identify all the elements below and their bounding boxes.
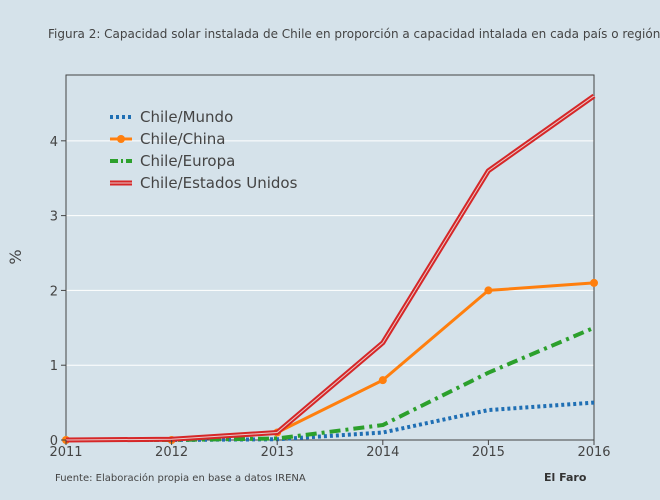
series-line-inner (65, 95, 595, 441)
series-3 (65, 93, 596, 443)
legend-item[interactable]: Chile/Estados Unidos (110, 174, 298, 192)
y-axis-label: % (6, 249, 25, 264)
legend-marker (117, 135, 125, 143)
plot-frame (65, 74, 595, 441)
legend-item[interactable]: Chile/Mundo (110, 108, 233, 126)
series-2 (66, 325, 595, 442)
x-tick-label: 2014 (366, 445, 399, 460)
series-line (66, 400, 595, 442)
y-tick-label: 1 (50, 359, 58, 374)
x-tick-label: 2015 (472, 445, 505, 460)
legend-label: Chile/Europa (140, 152, 235, 170)
legend-label: Chile/Estados Unidos (140, 174, 298, 192)
x-tick-label: 2011 (49, 445, 82, 460)
data-point[interactable] (378, 376, 387, 385)
data-point[interactable] (590, 278, 598, 287)
y-tick-label: 3 (50, 210, 58, 225)
y-axis: 0 1 2 3 4 (50, 135, 66, 449)
legend-item[interactable]: Chile/Europa (110, 152, 235, 170)
chart-title: Figura 2: Capacidad solar instalada de C… (48, 27, 660, 41)
series-layer (62, 93, 598, 444)
x-tick-label: 2012 (155, 445, 188, 460)
series-0 (66, 400, 595, 442)
legend[interactable]: Chile/Mundo Chile/China Chile/Europa Chile/… (110, 108, 298, 192)
legend-label: Chile/Mundo (140, 108, 233, 126)
source-note: Fuente: Elaboración propia en base a dat… (55, 472, 306, 484)
legend-label: Chile/China (140, 130, 225, 148)
x-tick-label: 2013 (261, 445, 294, 460)
y-tick-label: 2 (50, 284, 58, 299)
brand-label: El Faro (544, 471, 587, 484)
y-tick-label: 4 (50, 135, 58, 150)
y-tick-label: 0 (50, 434, 58, 449)
data-point[interactable] (484, 286, 493, 295)
x-tick-label: 2016 (577, 445, 610, 460)
series-line (66, 325, 595, 442)
legend-item[interactable]: Chile/China (110, 130, 225, 148)
x-axis: 2011 2012 2013 2014 2015 2016 (49, 440, 611, 460)
